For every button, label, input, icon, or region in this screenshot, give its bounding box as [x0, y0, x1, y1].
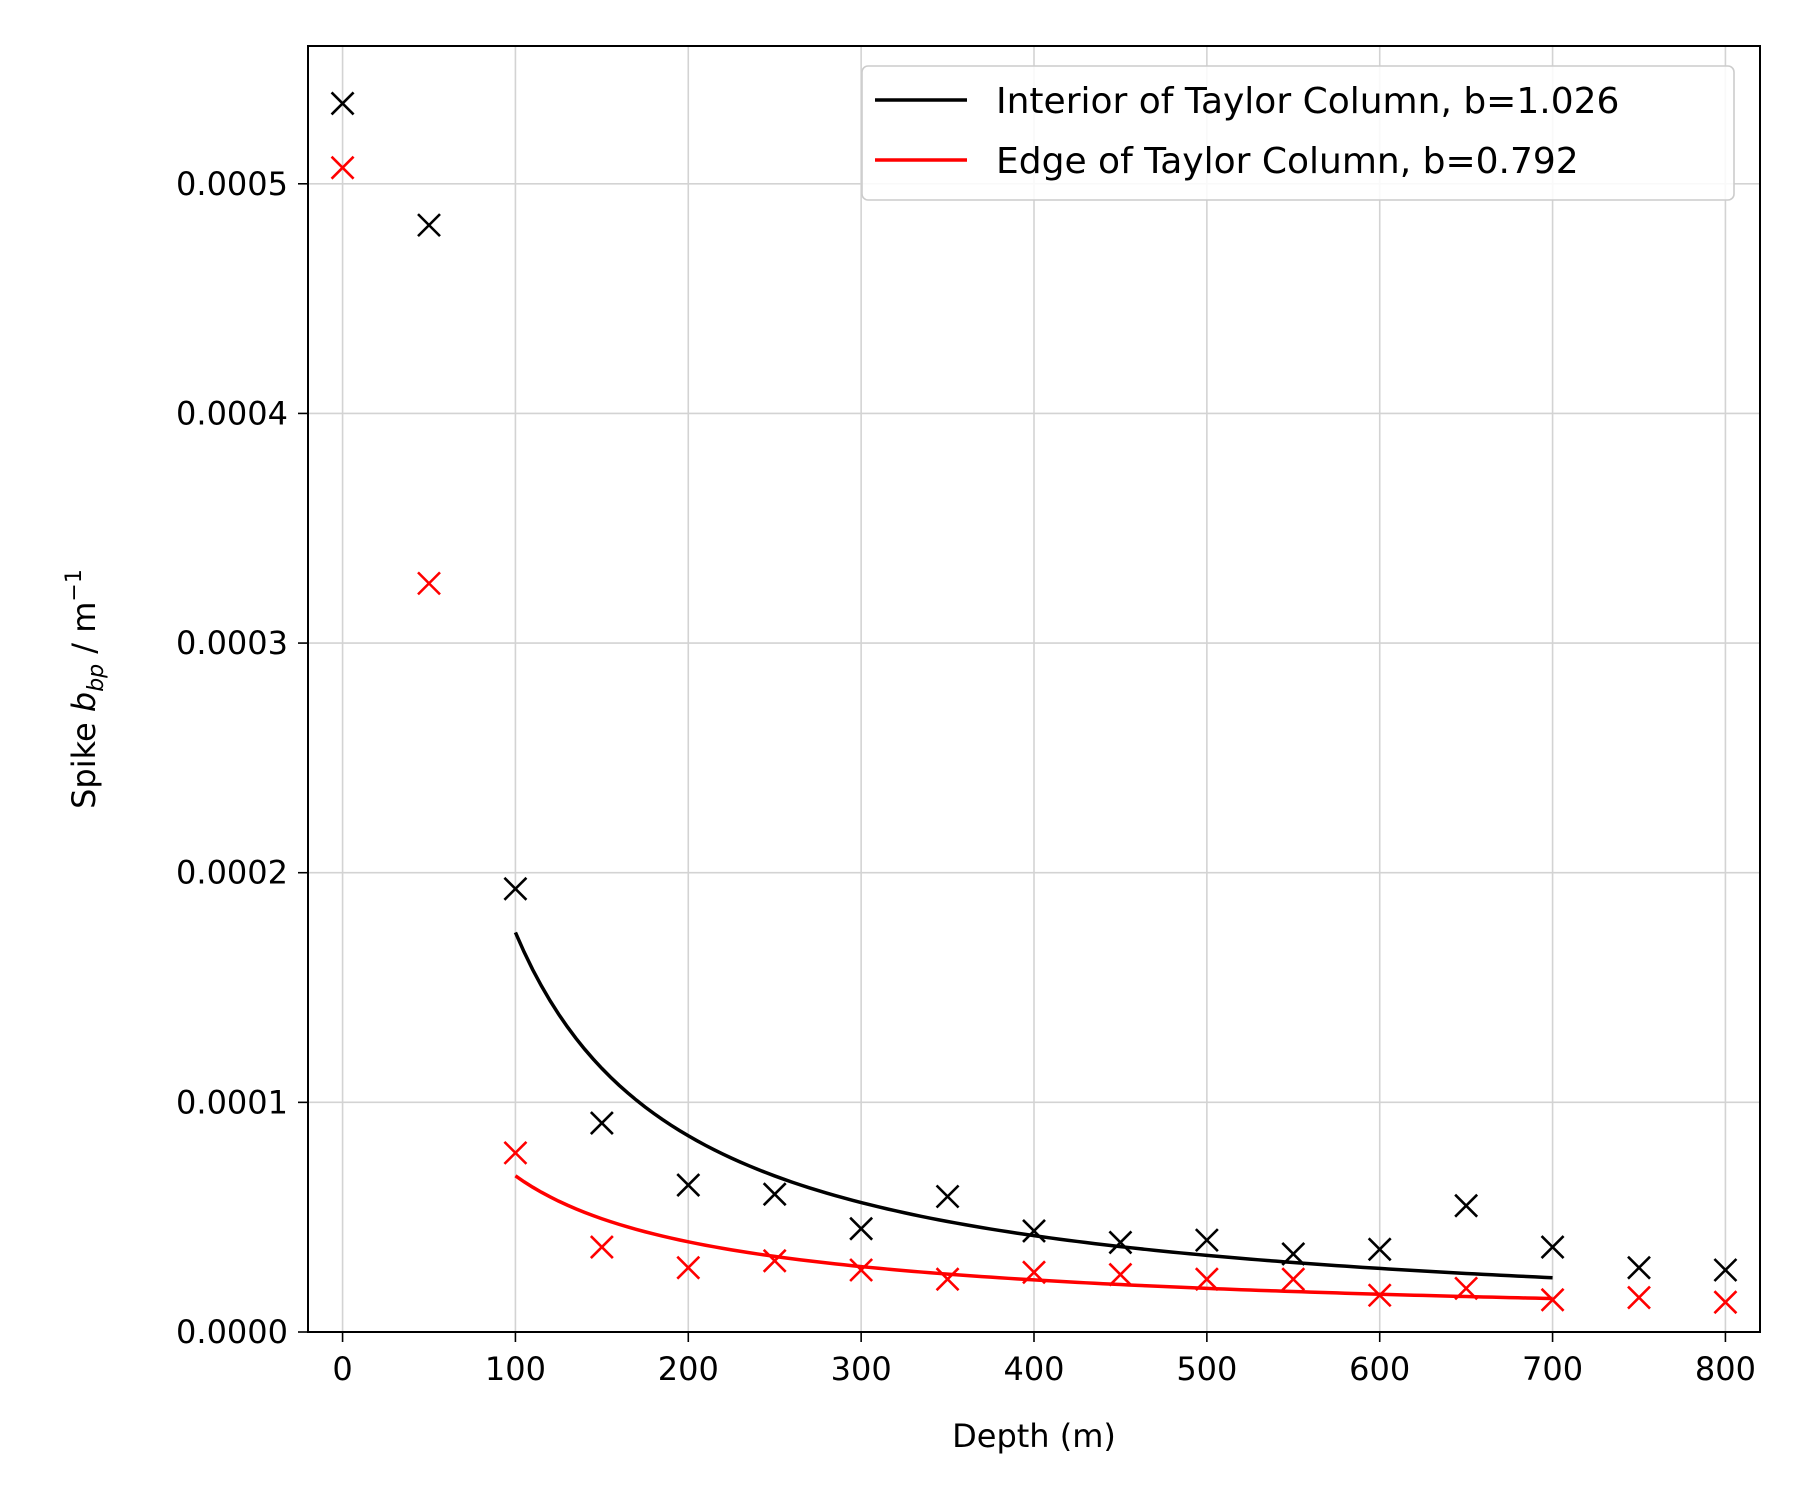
data-point: [1454, 1276, 1479, 1301]
data-point: [503, 1140, 528, 1165]
y-tick-label: 0.0005: [176, 165, 288, 203]
data-point: [1627, 1255, 1651, 1280]
data-point: [1713, 1290, 1738, 1315]
x-tick-label: 500: [1176, 1350, 1237, 1388]
data-point: [1367, 1237, 1392, 1262]
legend: Interior of Taylor Column, b=1.026 Edge …: [861, 65, 1735, 201]
data-point: [417, 213, 441, 238]
x-tick-label: 600: [1349, 1350, 1410, 1388]
x-tick-label: 100: [485, 1350, 546, 1388]
x-tick-label: 800: [1695, 1350, 1756, 1388]
data-point: [849, 1258, 874, 1282]
data-point: [503, 876, 528, 901]
legend-label-interior: Interior of Taylor Column, b=1.026: [996, 81, 1619, 122]
legend-box: [861, 65, 1735, 201]
data-point: [1281, 1242, 1306, 1266]
data-point: [1713, 1258, 1738, 1282]
fit-curve-0: [513, 931, 1553, 1280]
grid: [308, 46, 1760, 1333]
data-point: [330, 155, 355, 180]
data-point: [1194, 1228, 1219, 1253]
y-tick-label: 0.0001: [176, 1083, 288, 1121]
data-point: [1022, 1219, 1046, 1243]
data-point: [1367, 1283, 1392, 1308]
data-point: [676, 1255, 701, 1280]
data-markers: [330, 91, 1738, 1315]
data-point: [1540, 1287, 1565, 1312]
x-tick-label: 300: [831, 1350, 892, 1388]
data-point: [762, 1248, 787, 1273]
legend-label-edge: Edge of Taylor Column, b=0.792: [996, 141, 1579, 182]
data-point: [330, 91, 355, 116]
y-tick-label: 0.0004: [176, 394, 288, 432]
y-tick-label: 0.0003: [176, 624, 288, 662]
x-tick-label: 400: [1003, 1350, 1064, 1388]
data-point: [849, 1216, 874, 1241]
data-point: [1540, 1235, 1565, 1259]
data-point: [1627, 1285, 1651, 1310]
data-point: [935, 1267, 960, 1292]
data-point: [589, 1111, 614, 1135]
data-point: [935, 1184, 960, 1209]
data-point: [1281, 1267, 1306, 1292]
data-point: [762, 1182, 787, 1207]
y-axis-label: Spike bbp / m−1: [62, 569, 109, 809]
y-tick-label: 0.0002: [176, 854, 288, 892]
x-tick-label: 700: [1522, 1350, 1583, 1388]
data-point: [1454, 1193, 1479, 1218]
data-point: [417, 571, 441, 596]
data-point: [589, 1235, 614, 1259]
x-axis-label: Depth (m): [952, 1417, 1116, 1455]
data-point: [1108, 1262, 1133, 1287]
data-point: [676, 1173, 701, 1197]
data-point: [1022, 1260, 1046, 1285]
y-tick-label: 0.0000: [176, 1313, 288, 1351]
axis-ticks: 0 100 200 300 400 500 600 700 800 0.0000 0.0001 0.0…: [176, 165, 1756, 1388]
data-point: [1108, 1230, 1133, 1255]
data-point: [1194, 1267, 1219, 1292]
x-tick-label: 0: [332, 1350, 352, 1388]
x-tick-label: 200: [658, 1350, 719, 1388]
